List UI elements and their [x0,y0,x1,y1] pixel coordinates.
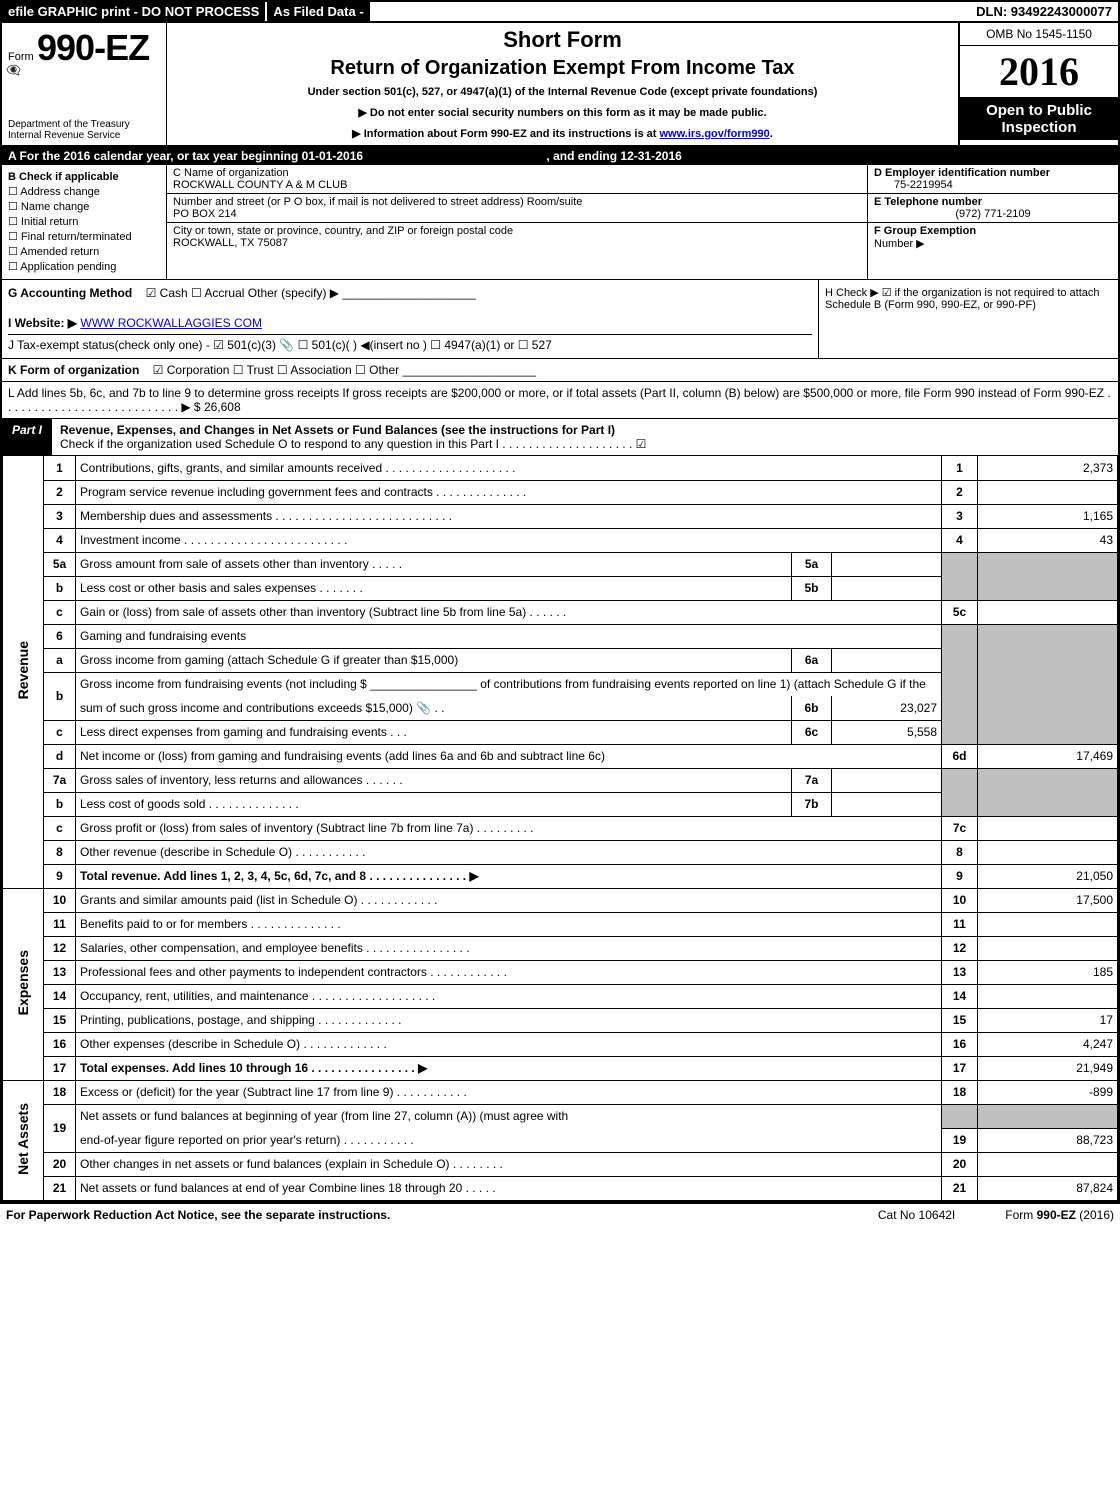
form-number: 990-EZ [37,27,149,68]
i-website-label: I Website: ▶ [8,316,77,330]
id-column: D Employer identification number 75-2219… [868,165,1118,279]
org-city-cell: City or town, state or province, country… [167,223,867,251]
part1-title: Revenue, Expenses, and Changes in Net As… [52,419,1118,455]
check-b-title: B Check if applicable [8,171,160,183]
chk-final[interactable]: ☐ Final return/terminated [8,230,160,243]
chk-amended[interactable]: ☐ Amended return [8,245,160,258]
return-title: Return of Organization Exempt From Incom… [175,57,950,80]
form-prefix: Form [8,51,34,63]
short-form-title: Short Form [175,27,950,53]
irs-link[interactable]: www.irs.gov/form990 [660,128,770,140]
ssn-warning: ▶ Do not enter social security numbers o… [175,106,950,119]
group-cell: F Group Exemption Number ▶ [868,223,1118,252]
efile-label: efile GRAPHIC print - DO NOT PROCESS [2,2,265,21]
asfiled-label: As Filed Data - [265,2,369,21]
dept-treasury: Department of the Treasury [8,119,160,130]
part1-label: Part I [2,419,52,455]
form-ref: Form 990-EZ (2016) [1005,1208,1114,1222]
header-left: Form 990-EZ 👁️‍🗨️ Department of the Trea… [2,23,167,145]
omb-number: OMB No 1545-1150 [960,23,1118,46]
org-addr-cell: Number and street (or P O box, if mail i… [167,194,867,223]
part1-table: Revenue 1 Contributions, gifts, grants, … [2,456,1118,1201]
dept-irs: Internal Revenue Service [8,130,160,141]
paperwork-notice: For Paperwork Reduction Act Notice, see … [6,1208,390,1222]
form-container: efile GRAPHIC print - DO NOT PROCESS As … [0,0,1120,1203]
ein-cell: D Employer identification number 75-2219… [868,165,1118,194]
org-name-cell: C Name of organization ROCKWALL COUNTY A… [167,165,867,194]
k-row: K Form of organization ☑ Corporation ☐ T… [2,359,1118,382]
chk-initial[interactable]: ☐ Initial return [8,215,160,228]
netassets-sidelabel: Net Assets [3,1080,44,1200]
l-row: L Add lines 5b, 6c, and 7b to line 9 to … [2,382,1118,419]
under-section: Under section 501(c), 527, or 4947(a)(1)… [175,86,950,98]
header: Form 990-EZ 👁️‍🗨️ Department of the Trea… [2,23,1118,147]
tax-year: 2016 [960,46,1118,98]
chk-pending[interactable]: ☐ Application pending [8,260,160,273]
chk-address[interactable]: ☐ Address change [8,185,160,198]
info-line: ▶ Information about Form 990-EZ and its … [175,127,950,140]
seal-icon: 👁️‍🗨️ [6,63,21,77]
cat-no: Cat No 10642I [878,1208,955,1222]
dln-label: DLN: 93492243000077 [970,2,1118,21]
org-info-row: B Check if applicable ☐ Address change ☐… [2,165,1118,280]
expenses-sidelabel: Expenses [3,888,44,1080]
chk-name[interactable]: ☐ Name change [8,200,160,213]
section-a-bar: A For the 2016 calendar year, or tax yea… [2,147,1118,165]
info-prefix: ▶ Information about Form 990-EZ and its … [352,128,659,140]
phone-cell: E Telephone number (972) 771-2109 [868,194,1118,223]
topbar: efile GRAPHIC print - DO NOT PROCESS As … [2,2,1118,23]
check-b-column: B Check if applicable ☐ Address change ☐… [2,165,167,279]
header-right: OMB No 1545-1150 2016 Open to Public Ins… [958,23,1118,145]
part1-header: Part I Revenue, Expenses, and Changes in… [2,419,1118,456]
gh-row: G Accounting Method ☑ Cash ☐ Accrual Oth… [2,280,1118,359]
g-accounting: G Accounting Method ☑ Cash ☐ Accrual Oth… [2,280,818,358]
revenue-sidelabel: Revenue [3,456,44,888]
h-check: H Check ▶ ☑ if the organization is not r… [818,280,1118,358]
org-column: C Name of organization ROCKWALL COUNTY A… [167,165,868,279]
header-mid: Short Form Return of Organization Exempt… [167,23,958,145]
footer: For Paperwork Reduction Act Notice, see … [0,1203,1120,1226]
open-inspection: Open to Public Inspection [960,98,1118,140]
website-link[interactable]: WWW ROCKWALLAGGIES COM [80,316,262,330]
j-tax-exempt: J Tax-exempt status(check only one) - ☑ … [8,334,812,352]
